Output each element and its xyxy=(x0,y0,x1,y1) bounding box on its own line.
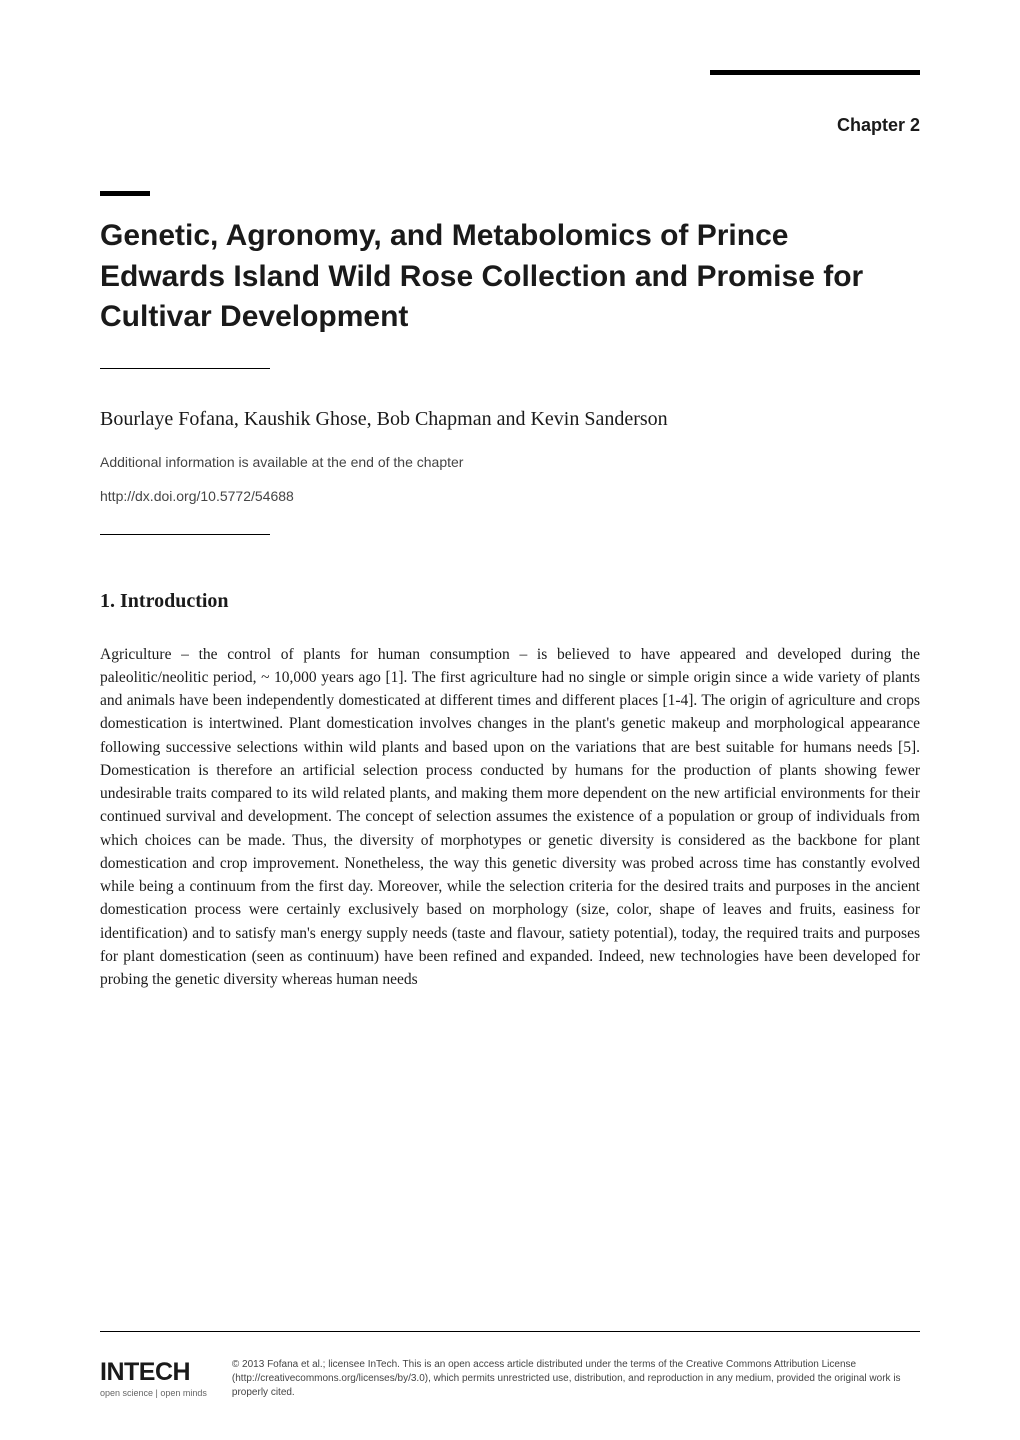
publisher-logo: INTECH open science | open minds xyxy=(100,1358,207,1398)
section-rule xyxy=(100,534,270,535)
additional-info: Additional information is available at t… xyxy=(100,454,920,470)
footer: INTECH open science | open minds © 2013 … xyxy=(100,1358,920,1400)
paper-title: Genetic, Agronomy, and Metabolomics of P… xyxy=(100,216,920,338)
chapter-label: Chapter 2 xyxy=(100,115,920,136)
logo-text: INTECH xyxy=(100,1358,190,1387)
footer-rule xyxy=(100,1331,920,1332)
title-rule-bottom xyxy=(100,368,270,369)
body-text: Agriculture – the control of plants for … xyxy=(100,643,920,992)
top-rule xyxy=(710,70,920,75)
title-rule-top xyxy=(100,191,150,196)
logo-tagline: open science | open minds xyxy=(100,1388,207,1398)
section-heading: 1. Introduction xyxy=(100,590,920,613)
doi-link[interactable]: http://dx.doi.org/10.5772/54688 xyxy=(100,488,920,504)
copyright-text: © 2013 Fofana et al.; licensee InTech. T… xyxy=(232,1358,920,1400)
authors: Bourlaye Fofana, Kaushik Ghose, Bob Chap… xyxy=(100,404,920,434)
